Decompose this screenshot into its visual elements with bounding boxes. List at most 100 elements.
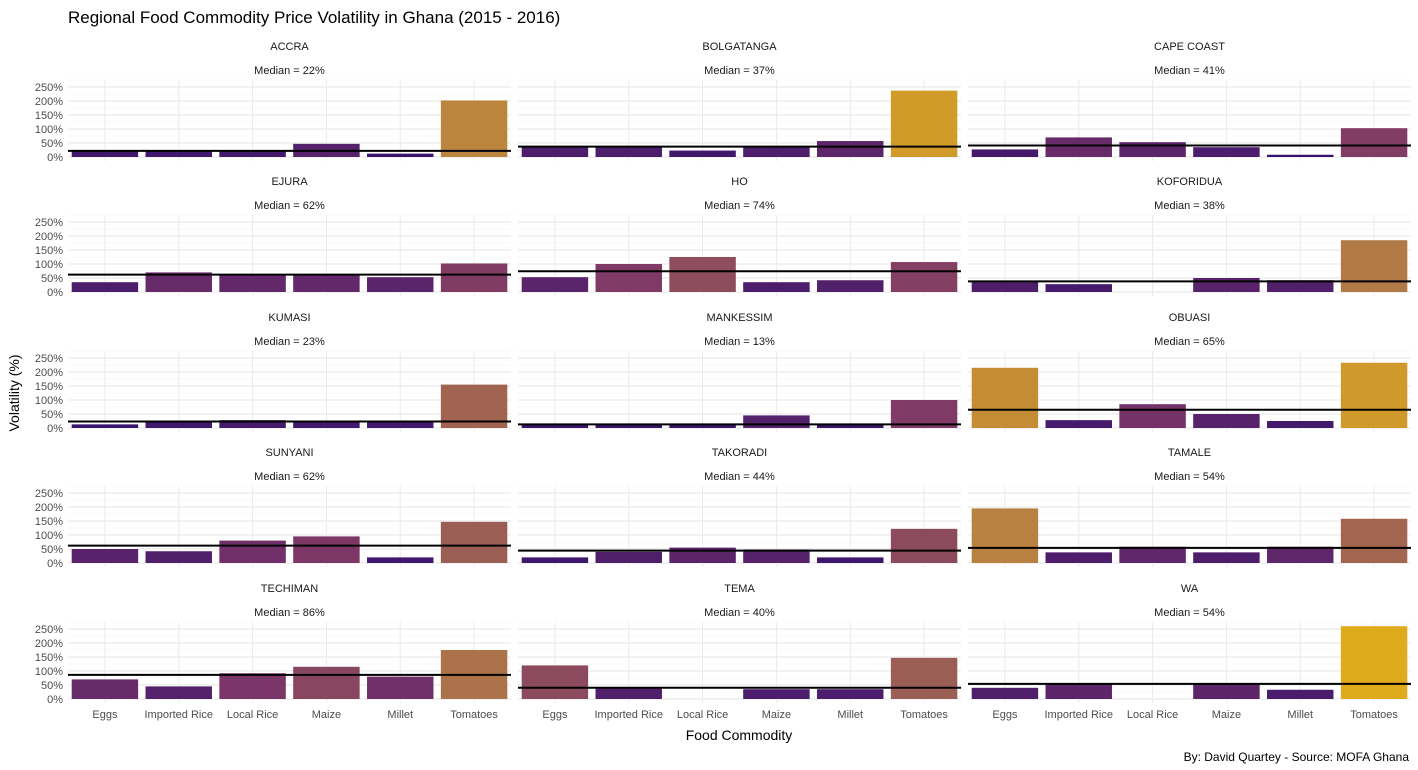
bar-tomatoes xyxy=(1340,626,1408,699)
bar-imported-rice xyxy=(595,146,662,157)
x-tick-label: Eggs xyxy=(542,709,568,721)
y-tick-label: 200% xyxy=(35,96,63,108)
facet-region-label: SUNYANI xyxy=(265,447,313,459)
bar-local-rice xyxy=(669,257,736,292)
bar-tomatoes xyxy=(890,657,958,699)
bar-imported-rice xyxy=(145,421,212,428)
bar-tomatoes xyxy=(890,400,958,428)
bar-millet xyxy=(817,557,884,563)
bar-eggs xyxy=(521,277,589,292)
bar-tomatoes xyxy=(440,521,508,563)
y-tick-label: 100% xyxy=(35,259,63,271)
facet-median-label: Median = 54% xyxy=(1154,471,1225,483)
x-tick-label: Maize xyxy=(762,709,791,721)
y-tick-label: 100% xyxy=(35,124,63,136)
y-tick-label: 200% xyxy=(35,367,63,379)
facet-median-label: Median = 62% xyxy=(254,471,325,483)
bar-tomatoes xyxy=(1340,518,1408,563)
y-tick-label: 200% xyxy=(35,231,63,243)
bar-local-rice xyxy=(669,150,736,157)
facet-median-label: Median = 38% xyxy=(1154,200,1225,212)
bar-millet xyxy=(367,153,434,157)
bar-eggs xyxy=(521,557,589,563)
facet-panels: ACCRA Median = 22% 0% 50% 100% 150% 200% 250% BO… xyxy=(35,41,1411,721)
bar-imported-rice xyxy=(1045,137,1112,157)
facet-panel-accra: ACCRA Median = 22% 0% 50% 100% 150% 200% 250% xyxy=(35,41,511,164)
y-tick-label: 200% xyxy=(35,502,63,514)
facet-region-label: TAKORADI xyxy=(712,447,767,459)
y-tick-label: 0% xyxy=(47,423,63,435)
bar-imported-rice xyxy=(1045,683,1112,699)
bar-imported-rice xyxy=(595,264,662,292)
y-tick-label: 50% xyxy=(41,544,63,556)
chart-title: Regional Food Commodity Price Volatility… xyxy=(68,8,560,27)
bar-maize xyxy=(1193,683,1260,699)
bar-millet xyxy=(367,421,434,428)
facet-median-label: Median = 23% xyxy=(254,336,325,348)
bar-imported-rice xyxy=(595,424,662,428)
bar-eggs xyxy=(71,424,139,428)
y-tick-label: 250% xyxy=(35,82,63,94)
facet-median-label: Median = 74% xyxy=(704,200,775,212)
facet-region-label: ACCRA xyxy=(270,41,309,53)
facet-panel-wa: WA Median = 54% Eggs Imported Rice Local Ric… xyxy=(968,583,1411,721)
facet-region-label: KUMASI xyxy=(268,312,310,324)
x-tick-label: Eggs xyxy=(992,709,1018,721)
x-tick-label: Tomatoes xyxy=(900,709,948,721)
bar-local-rice xyxy=(219,540,286,563)
bar-maize xyxy=(293,274,360,292)
facet-panel-sunyani: SUNYANI Median = 62% 0% 50% 100% 150% 200% 250% xyxy=(35,447,511,570)
bar-eggs xyxy=(521,146,589,157)
facet-panel-kumasi: KUMASI Median = 23% 0% 50% 100% 150% 200% 250% xyxy=(35,312,511,435)
y-tick-label: 50% xyxy=(41,680,63,692)
bar-local-rice xyxy=(669,424,736,428)
facet-median-label: Median = 13% xyxy=(704,336,775,348)
x-tick-label: Local Rice xyxy=(1127,709,1178,721)
bar-eggs xyxy=(71,282,139,292)
bar-maize xyxy=(293,421,360,428)
x-tick-label: Millet xyxy=(1287,709,1313,721)
bar-eggs xyxy=(71,679,139,699)
y-tick-label: 250% xyxy=(35,488,63,500)
facet-median-label: Median = 22% xyxy=(254,65,325,77)
x-tick-label: Imported Rice xyxy=(145,709,213,721)
x-tick-label: Eggs xyxy=(92,709,118,721)
bar-millet xyxy=(1267,689,1334,699)
facet-region-label: OBUASI xyxy=(1169,312,1211,324)
bar-millet xyxy=(1267,546,1334,563)
bar-maize xyxy=(743,146,810,157)
facet-panel-cape-coast: CAPE COAST Median = 41% xyxy=(968,41,1411,161)
y-tick-label: 100% xyxy=(35,666,63,678)
y-tick-label: 0% xyxy=(47,694,63,706)
bar-millet xyxy=(367,557,434,563)
facet-region-label: HO xyxy=(731,176,748,188)
bar-millet xyxy=(1267,154,1334,157)
facet-region-label: WA xyxy=(1181,583,1199,595)
y-tick-label: 250% xyxy=(35,624,63,636)
x-axis-title: Food Commodity xyxy=(686,727,793,743)
facet-region-label: TEMA xyxy=(724,583,755,595)
bar-eggs xyxy=(521,665,589,699)
y-tick-label: 0% xyxy=(47,152,63,164)
facet-median-label: Median = 41% xyxy=(1154,65,1225,77)
facet-median-label: Median = 86% xyxy=(254,607,325,619)
x-tick-label: Local Rice xyxy=(227,709,278,721)
bar-tomatoes xyxy=(890,262,958,292)
bar-millet xyxy=(817,141,884,157)
bar-eggs xyxy=(971,508,1039,563)
y-tick-label: 50% xyxy=(41,138,63,150)
facet-panel-koforidua: KOFORIDUA Median = 38% xyxy=(968,176,1411,296)
bar-maize xyxy=(293,536,360,563)
bar-maize xyxy=(743,282,810,292)
facet-median-label: Median = 54% xyxy=(1154,607,1225,619)
bar-maize xyxy=(293,666,360,699)
bar-imported-rice xyxy=(1045,552,1112,563)
x-tick-label: Millet xyxy=(837,709,863,721)
bar-tomatoes xyxy=(1340,362,1408,428)
bar-eggs xyxy=(971,281,1039,292)
facet-region-label: KOFORIDUA xyxy=(1157,176,1223,188)
x-tick-label: Imported Rice xyxy=(1045,709,1113,721)
bar-local-rice xyxy=(1119,546,1186,563)
bar-imported-rice xyxy=(145,272,212,292)
bar-local-rice xyxy=(1119,142,1186,157)
